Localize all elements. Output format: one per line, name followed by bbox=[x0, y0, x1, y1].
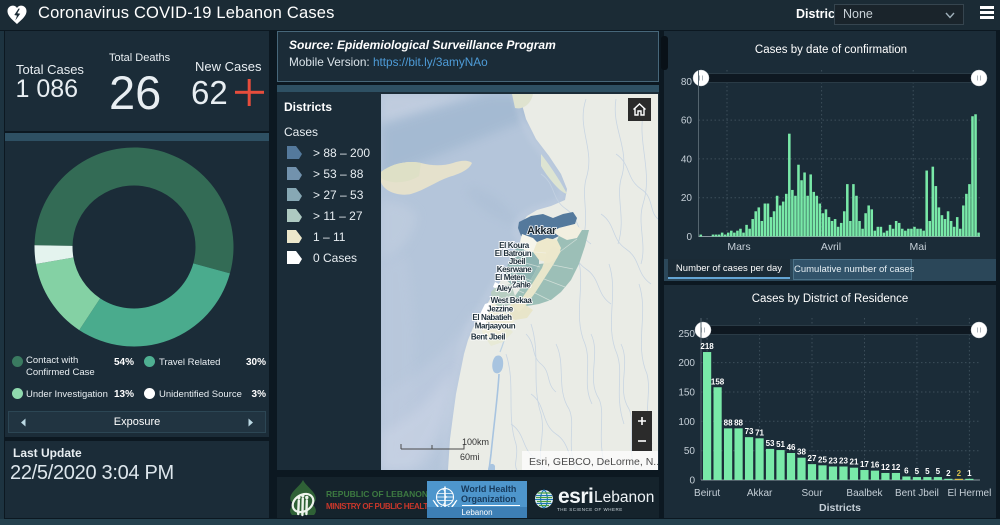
svg-text:Avril: Avril bbox=[821, 241, 841, 253]
svg-text:Mars: Mars bbox=[727, 241, 750, 253]
svg-text:23: 23 bbox=[829, 457, 838, 466]
svg-text:27: 27 bbox=[808, 454, 817, 463]
svg-text:1: 1 bbox=[967, 469, 972, 478]
svg-text:Jezzine: Jezzine bbox=[487, 305, 514, 314]
svg-text:5: 5 bbox=[936, 467, 941, 476]
svg-text:88: 88 bbox=[724, 418, 733, 427]
svg-text:150: 150 bbox=[678, 388, 695, 399]
svg-text:73: 73 bbox=[745, 427, 754, 436]
svg-text:88: 88 bbox=[734, 418, 743, 427]
svg-text:25: 25 bbox=[818, 455, 827, 464]
svg-text:El Koura: El Koura bbox=[499, 241, 530, 250]
svg-text:Baalbek: Baalbek bbox=[846, 488, 883, 499]
svg-text:West Bekaa: West Bekaa bbox=[491, 296, 533, 305]
svg-text:Jbeil: Jbeil bbox=[509, 257, 525, 266]
svg-text:51: 51 bbox=[776, 440, 785, 449]
svg-text:200: 200 bbox=[678, 358, 695, 369]
svg-text:2: 2 bbox=[957, 469, 962, 478]
svg-text:Aley: Aley bbox=[496, 284, 512, 293]
svg-text:Akkar: Akkar bbox=[527, 225, 557, 237]
svg-text:Beirut: Beirut bbox=[694, 488, 720, 499]
svg-text:250: 250 bbox=[678, 329, 695, 340]
svg-text:100km: 100km bbox=[462, 437, 489, 447]
svg-text:100: 100 bbox=[678, 417, 695, 428]
svg-text:Sour: Sour bbox=[801, 488, 823, 499]
svg-text:50: 50 bbox=[684, 446, 696, 457]
svg-text:2: 2 bbox=[946, 469, 951, 478]
svg-text:Bent Jbeil: Bent Jbeil bbox=[895, 488, 939, 499]
svg-text:El Batroun: El Batroun bbox=[495, 249, 532, 258]
svg-text:El Meten: El Meten bbox=[495, 273, 525, 282]
svg-text:5: 5 bbox=[915, 467, 920, 476]
svg-text:12: 12 bbox=[891, 463, 900, 472]
svg-text:Mai: Mai bbox=[910, 241, 927, 253]
svg-text:Districts: Districts bbox=[819, 502, 861, 514]
svg-text:Akkar: Akkar bbox=[747, 488, 773, 499]
svg-text:38: 38 bbox=[797, 448, 806, 457]
svg-text:5: 5 bbox=[925, 467, 930, 476]
svg-text:Zahle: Zahle bbox=[512, 281, 532, 290]
svg-text:40: 40 bbox=[681, 154, 693, 165]
svg-text:60mi: 60mi bbox=[460, 452, 480, 462]
svg-text:12: 12 bbox=[881, 463, 890, 472]
svg-text:46: 46 bbox=[787, 443, 796, 452]
svg-text:Kesrwane: Kesrwane bbox=[497, 265, 533, 274]
svg-text:71: 71 bbox=[755, 428, 764, 437]
svg-text:16: 16 bbox=[870, 461, 879, 470]
svg-text:6: 6 bbox=[904, 466, 909, 475]
svg-text:53: 53 bbox=[766, 439, 775, 448]
svg-text:158: 158 bbox=[711, 377, 725, 386]
svg-text:El Hermel: El Hermel bbox=[947, 488, 991, 499]
svg-text:218: 218 bbox=[700, 342, 714, 351]
svg-text:Cases by date of confirmation: Cases by date of confirmation bbox=[755, 44, 907, 56]
svg-text:Marjaayoun: Marjaayoun bbox=[475, 322, 516, 331]
svg-text:23: 23 bbox=[839, 457, 848, 466]
svg-text:0: 0 bbox=[689, 476, 695, 487]
svg-text:Cases by District of Residence: Cases by District of Residence bbox=[752, 293, 909, 305]
svg-text:60: 60 bbox=[681, 116, 693, 127]
svg-text:20: 20 bbox=[681, 193, 693, 204]
svg-text:21: 21 bbox=[850, 458, 859, 467]
svg-text:80: 80 bbox=[681, 77, 693, 88]
svg-text:Esri, GEBCO, DeLorme, N...: Esri, GEBCO, DeLorme, N... bbox=[529, 456, 658, 468]
svg-text:Bent Jbeil: Bent Jbeil bbox=[471, 333, 505, 342]
svg-text:0: 0 bbox=[686, 232, 692, 243]
svg-text:El Nabatieh: El Nabatieh bbox=[472, 313, 512, 322]
svg-text:17: 17 bbox=[860, 460, 869, 469]
